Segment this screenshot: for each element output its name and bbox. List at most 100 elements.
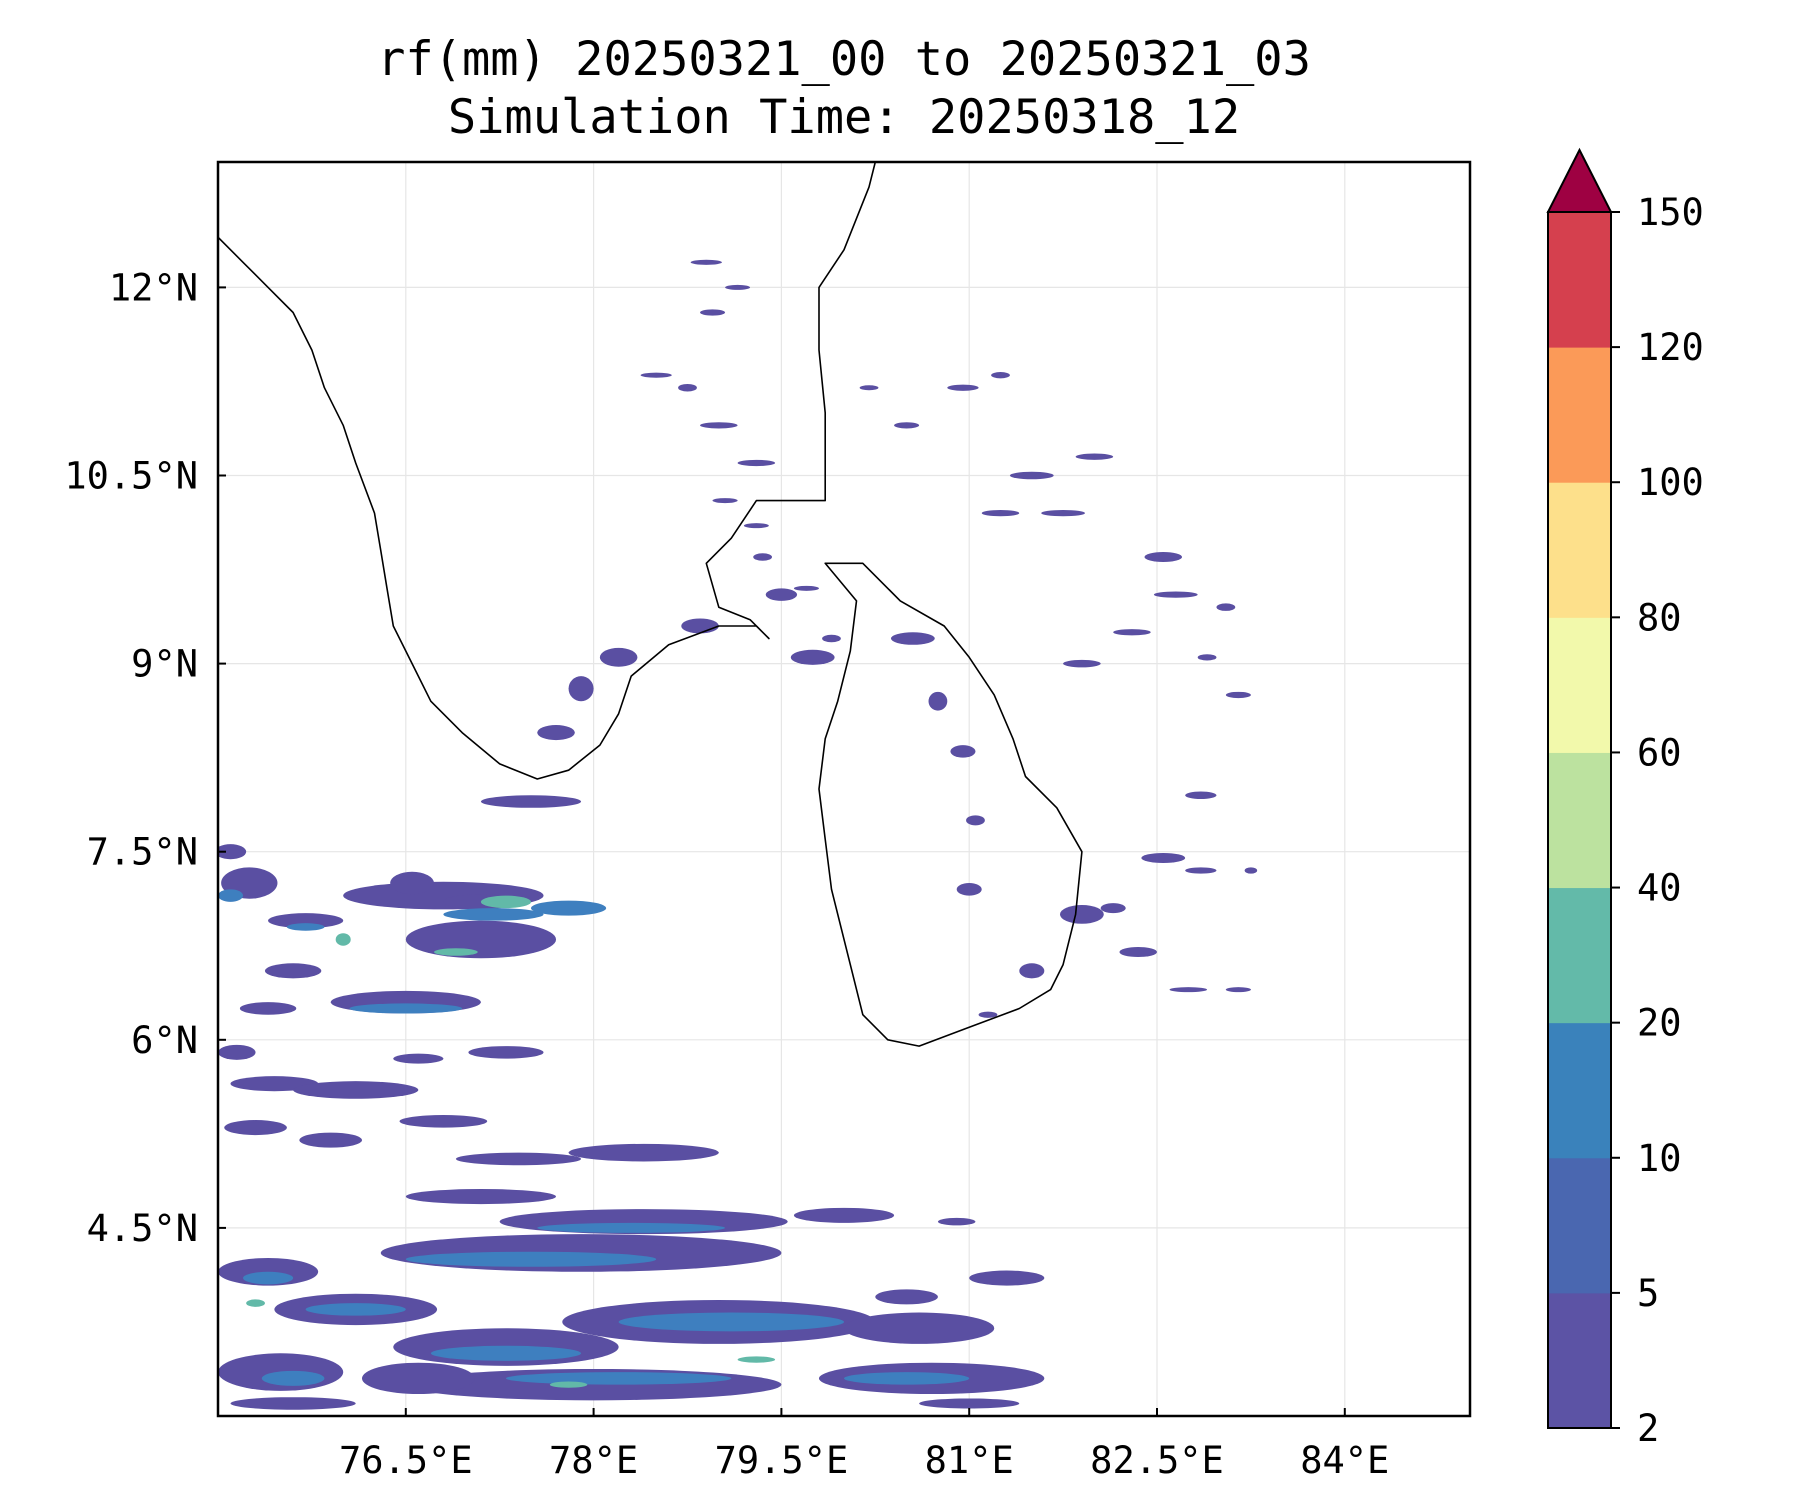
rain-cell — [405, 1251, 657, 1267]
rain-cell — [239, 1002, 297, 1015]
rain-cell — [1019, 963, 1045, 979]
rain-cell — [246, 1299, 265, 1307]
rain-cell — [505, 1372, 732, 1385]
rain-cell — [991, 372, 1010, 379]
rain-cell — [1059, 904, 1104, 924]
rain-cell — [549, 1381, 588, 1388]
rain-cell — [243, 1271, 294, 1285]
colorbar-label: 40 — [1637, 867, 1682, 910]
rain-cell — [1041, 509, 1086, 517]
y-tick-label: 12°N — [109, 266, 198, 309]
rain-cell — [690, 259, 722, 265]
rain-cell — [468, 1046, 544, 1059]
colorbar-frame — [1547, 211, 1612, 1429]
coastline-sri-lanka — [818, 562, 1083, 1047]
rain-cell — [700, 422, 738, 429]
map-background — [218, 162, 1470, 1416]
rain-cell — [430, 1345, 582, 1361]
rain-cell — [1244, 867, 1258, 874]
colorbar-label: 150 — [1637, 191, 1704, 234]
rain-cell — [678, 383, 697, 392]
rain-cell — [966, 815, 985, 826]
colorbar-label: 10 — [1637, 1137, 1682, 1180]
colorbar-segment — [1548, 752, 1611, 889]
map-frame — [216, 160, 1472, 1418]
rain-cell — [890, 632, 935, 645]
rain-cell — [969, 1270, 1045, 1286]
rain-cell — [1075, 453, 1114, 460]
rain-cell — [1169, 987, 1208, 993]
chart-subtitle: Simulation Time: 20250318_12 — [447, 90, 1241, 145]
colorbar-extend-arrow — [1546, 147, 1613, 213]
colorbar-label: 120 — [1637, 326, 1704, 369]
rain-cell — [822, 634, 841, 643]
rain-cell — [725, 284, 751, 290]
y-tick-label: 10.5°N — [64, 455, 198, 498]
x-tick-label: 84°E — [1300, 1439, 1389, 1482]
rain-cell — [947, 384, 979, 391]
rain-cell — [299, 1132, 362, 1148]
y-tick-label: 4.5°N — [87, 1207, 198, 1250]
rain-cell — [978, 1011, 998, 1018]
rain-cell — [737, 459, 776, 467]
rain-cell — [455, 1152, 582, 1166]
rain-cell — [361, 1362, 475, 1395]
rain-cell — [268, 913, 344, 929]
gridlines — [218, 162, 1470, 1416]
rain-cell — [218, 844, 247, 860]
rain-cell — [1141, 852, 1186, 863]
rain-cell — [480, 895, 531, 909]
rain-cell — [753, 553, 773, 561]
rain-cell — [950, 745, 976, 758]
y-tick-label: 6°N — [131, 1019, 198, 1062]
rain-cell — [1119, 947, 1157, 958]
rain-cell — [218, 889, 244, 902]
rain-cell — [1185, 867, 1217, 874]
rain-cell — [919, 1398, 1020, 1409]
rain-cell — [1225, 987, 1251, 993]
rain-cell — [1197, 654, 1217, 661]
rain-cell — [1153, 591, 1198, 598]
colorbar-segment — [1548, 617, 1611, 753]
rain-cell — [737, 1356, 776, 1363]
colorbar-label: 5 — [1637, 1272, 1659, 1315]
rain-cell — [264, 963, 322, 979]
rain-cell — [1185, 791, 1217, 800]
y-tick-label: 9°N — [131, 643, 198, 686]
colorbar-label: 60 — [1637, 731, 1682, 774]
rain-cell — [640, 372, 672, 378]
rain-cell — [480, 795, 582, 808]
colorbar-label: 20 — [1637, 1002, 1682, 1045]
colorbar-segment — [1548, 347, 1611, 483]
rain-cell — [1100, 903, 1126, 914]
rain-cell — [1113, 629, 1151, 636]
colorbar-segment — [1548, 212, 1611, 348]
rain-cell — [793, 1207, 895, 1223]
x-tick-label: 81°E — [925, 1439, 1014, 1482]
colorbar-label: 80 — [1637, 596, 1682, 639]
x-tick-label: 79.5°E — [715, 1439, 849, 1482]
rain-cell — [399, 1115, 488, 1128]
rain-cell — [393, 1053, 444, 1064]
rain-cell — [981, 509, 1020, 517]
rain-cell — [1144, 551, 1183, 563]
chart-title: rf(mm) 20250321_00 to 20250321_03 — [377, 32, 1311, 87]
rain-cell — [286, 923, 325, 931]
rain-cell — [568, 1143, 719, 1162]
rain-cell — [443, 908, 544, 921]
rain-cell — [568, 676, 594, 702]
rain-cell — [875, 1289, 938, 1305]
rain-cell — [928, 691, 948, 711]
x-tick-label: 78°E — [549, 1439, 638, 1482]
rain-cell — [1216, 603, 1236, 611]
rain-cell — [844, 1312, 995, 1344]
rain-cell — [859, 385, 879, 391]
rain-cell — [599, 647, 638, 667]
rain-cell — [390, 871, 434, 895]
rain-cell — [537, 725, 575, 741]
rain-cell — [218, 1044, 256, 1060]
rain-cell — [531, 900, 607, 916]
rain-cell — [1009, 471, 1054, 480]
colorbar-segment — [1548, 1022, 1611, 1159]
rain-cell — [433, 948, 478, 956]
